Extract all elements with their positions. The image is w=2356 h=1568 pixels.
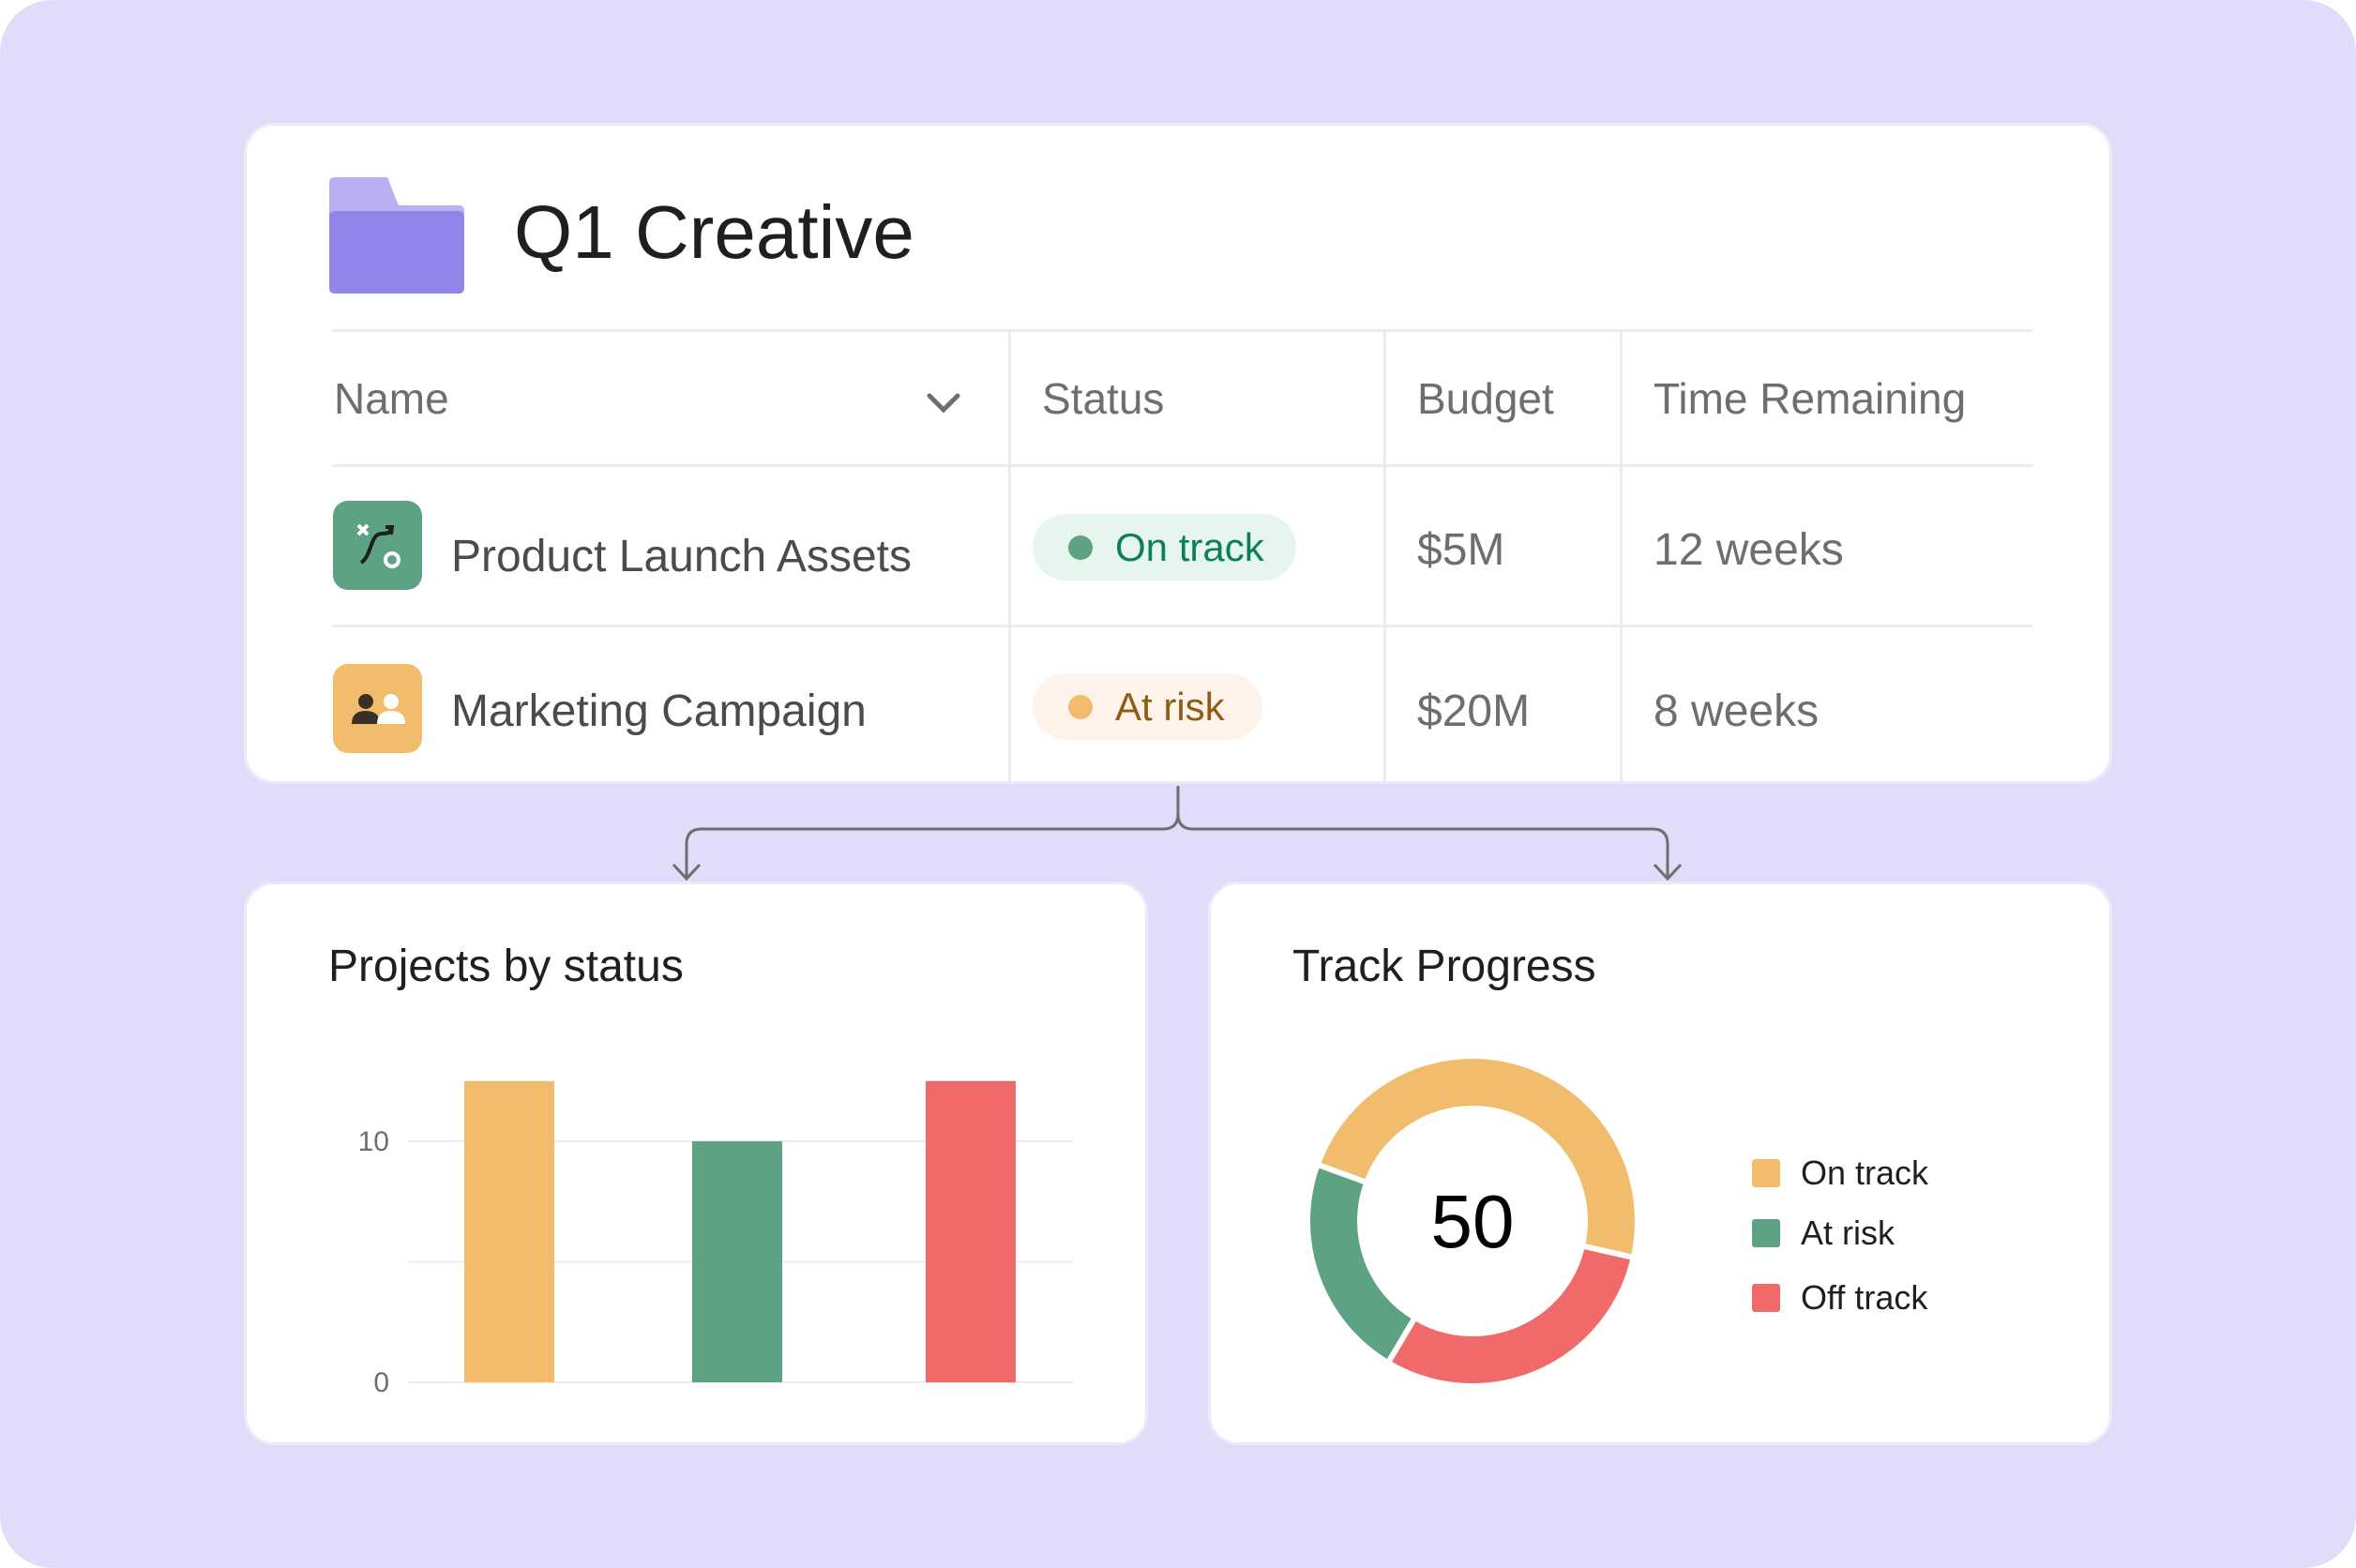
bar-chart: 0 10 xyxy=(358,1080,1073,1398)
donut-slice-at-risk[interactable] xyxy=(1305,1160,1419,1367)
status-label: On track xyxy=(1115,524,1264,569)
chevron-down-icon[interactable] xyxy=(926,392,961,415)
legend-label: On track xyxy=(1801,1153,1929,1192)
donut-chart: 50 xyxy=(1305,1053,1640,1389)
legend-swatch xyxy=(1752,1159,1780,1187)
bar-on-track[interactable] xyxy=(464,1080,554,1382)
donut-slice-off-track[interactable] xyxy=(1383,1242,1638,1389)
legend-label: Off track xyxy=(1801,1278,1928,1317)
people-icon xyxy=(333,664,422,753)
project-card: Q1 Creative Name Status Budget Time Rema… xyxy=(244,123,2112,784)
row-name[interactable]: Marketing Campaign xyxy=(451,686,867,736)
column-header-status[interactable]: Status xyxy=(1042,374,1165,423)
row-budget: $5M xyxy=(1417,525,1505,575)
status-badge[interactable]: On track xyxy=(1033,514,1296,580)
row-time: 12 weeks xyxy=(1654,525,1844,575)
track-progress-card: Track Progress 50 On track At risk Off t… xyxy=(1208,882,2112,1445)
legend-swatch xyxy=(1752,1219,1780,1247)
legend-item-at-risk: At risk xyxy=(1752,1214,1895,1253)
legend-item-off-track: Off track xyxy=(1752,1278,1927,1318)
status-label: At risk xyxy=(1115,684,1225,729)
legend-swatch xyxy=(1752,1284,1780,1312)
status-badge[interactable]: At risk xyxy=(1033,673,1262,740)
status-dot-icon xyxy=(1068,535,1093,560)
row-time: 8 weeks xyxy=(1654,686,1820,736)
column-header-time-remaining[interactable]: Time Remaining xyxy=(1654,374,1967,423)
strategy-icon xyxy=(333,501,422,590)
donut-slice-on-track[interactable] xyxy=(1313,1053,1640,1261)
legend-label: At risk xyxy=(1801,1214,1895,1252)
page-title: Q1 Creative xyxy=(514,190,914,274)
bar-at-risk[interactable] xyxy=(692,1141,782,1382)
bar-off-track[interactable] xyxy=(926,1080,1016,1382)
column-header-name[interactable]: Name xyxy=(334,374,449,423)
y-tick-label: 0 xyxy=(373,1367,389,1398)
y-tick-label: 10 xyxy=(358,1126,389,1157)
donut-total: 50 xyxy=(1431,1180,1515,1263)
legend-item-on-track: On track xyxy=(1752,1153,1928,1193)
column-header-budget[interactable]: Budget xyxy=(1417,374,1554,423)
chart-title: Track Progress xyxy=(1292,942,1596,991)
chart-title: Projects by status xyxy=(328,942,684,991)
row-budget: $20M xyxy=(1417,686,1531,736)
row-name[interactable]: Product Launch Assets xyxy=(451,532,912,581)
status-dot-icon xyxy=(1068,694,1093,719)
projects-by-status-card: Projects by status 0 10 xyxy=(244,882,1148,1445)
folder-icon xyxy=(329,177,464,294)
